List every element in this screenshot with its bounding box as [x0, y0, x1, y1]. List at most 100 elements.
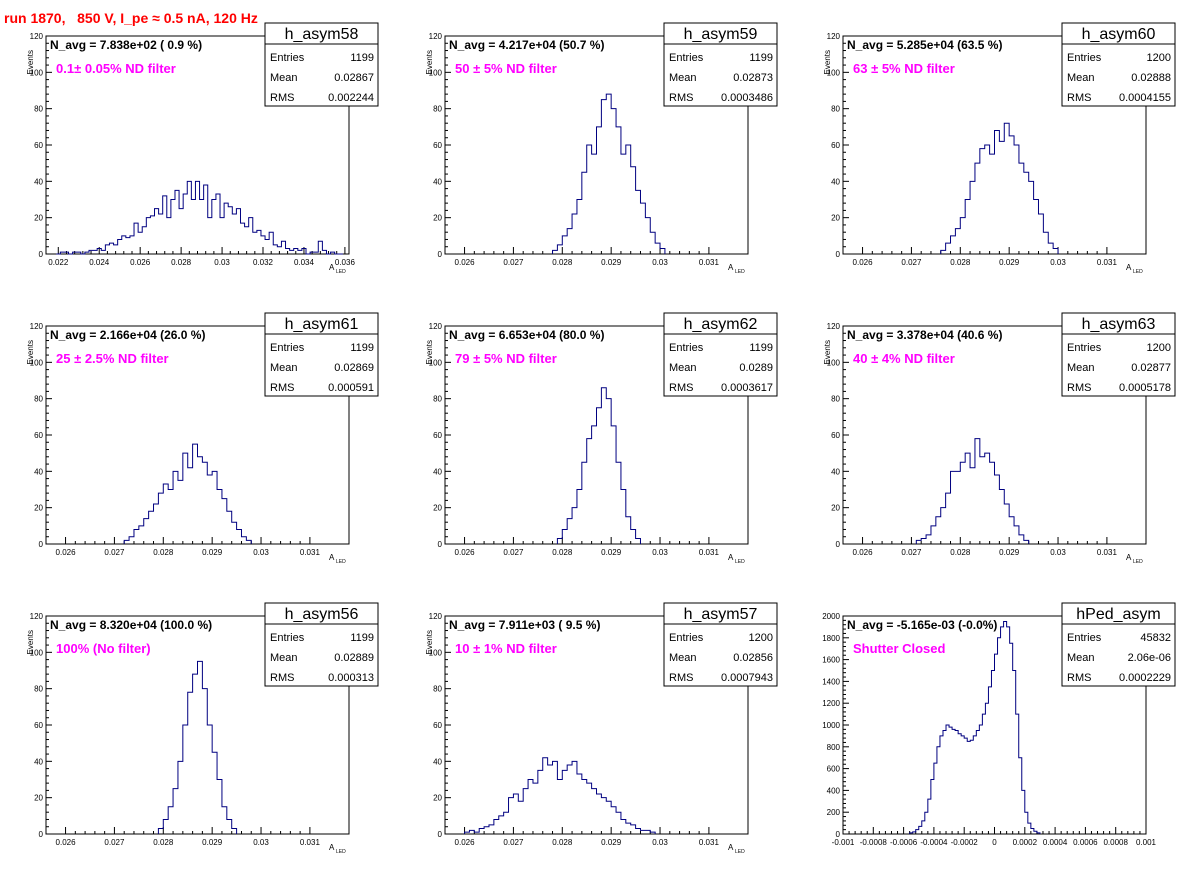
- x-tick-label: 0.028: [552, 258, 573, 267]
- y-tick-label: 80: [433, 105, 442, 114]
- y-tick-label: 120: [429, 32, 443, 41]
- x-tick-label: 0.029: [999, 258, 1020, 267]
- x-tick-label: 0.0002: [1013, 838, 1038, 847]
- y-tick-label: 1800: [822, 634, 840, 643]
- stats-key: RMS: [669, 92, 693, 104]
- x-tick-label: 0.029: [202, 838, 223, 847]
- y-tick-label: 80: [831, 395, 840, 404]
- stats-key: Entries: [1067, 342, 1102, 354]
- stats-value: 1199: [350, 632, 374, 644]
- y-axis-label: Events: [823, 340, 832, 364]
- y-tick-label: 0: [438, 540, 443, 549]
- x-tick-label: 0.029: [601, 838, 622, 847]
- x-tick-label: 0.024: [89, 258, 110, 267]
- stats-value: 1199: [749, 52, 773, 64]
- navg-label: N_avg = 2.166e+04 (26.0 %): [50, 328, 205, 342]
- x-tick-label: 0.0004: [1043, 838, 1068, 847]
- y-tick-label: 1000: [822, 721, 840, 730]
- x-tick-label: 0.031: [699, 548, 720, 557]
- filter-label: 50 ± 5% ND filter: [455, 61, 557, 76]
- y-tick-label: 60: [34, 431, 43, 440]
- stats-key: Mean: [1067, 72, 1095, 84]
- y-tick-label: 60: [831, 431, 840, 440]
- filter-label: 40 ± 4% ND filter: [853, 351, 955, 366]
- y-tick-label: 40: [34, 757, 43, 766]
- stats-key: Entries: [1067, 632, 1102, 644]
- stats-value: 0.02869: [334, 362, 374, 374]
- y-tick-label: 1200: [822, 699, 840, 708]
- stats-value: 0.02867: [334, 72, 374, 84]
- y-tick-label: 120: [827, 322, 841, 331]
- x-tick-label: 0.028: [153, 548, 174, 557]
- filter-label: 25 ± 2.5% ND filter: [56, 351, 169, 366]
- y-tick-label: 40: [831, 467, 840, 476]
- x-tick-label: 0.026: [455, 838, 476, 847]
- y-tick-label: 20: [34, 794, 43, 803]
- x-axis-label: A: [1126, 263, 1132, 272]
- y-tick-label: 0: [39, 830, 44, 839]
- y-axis-label: Events: [425, 340, 434, 364]
- x-tick-label: 0.026: [56, 838, 77, 847]
- y-tick-label: 20: [433, 504, 442, 513]
- histogram-panel-h_asym59: 0 20 40 60 80 100 120 0.026 0.027 0.028 0.029 0.03 0…: [425, 22, 778, 275]
- x-axis-label: A: [728, 553, 734, 562]
- stats-key: Entries: [270, 52, 305, 64]
- y-tick-label: 120: [827, 32, 841, 41]
- y-tick-label: 0: [836, 250, 841, 259]
- stats-value: 0.0002229: [1119, 672, 1171, 684]
- y-axis-label: Events: [425, 630, 434, 654]
- x-axis-label: A: [728, 263, 734, 272]
- stats-key: RMS: [1067, 672, 1091, 684]
- stats-value: 0.002244: [328, 92, 374, 104]
- x-axis-label-subscript: LED: [336, 269, 346, 275]
- x-tick-label: 0.027: [503, 258, 524, 267]
- y-tick-label: 40: [34, 467, 43, 476]
- stats-value: 1200: [1147, 342, 1171, 354]
- histogram-panel-h_asym61: 0 20 40 60 80 100 120 0.026 0.027 0.028 0.029 0.03 0…: [26, 312, 379, 565]
- y-tick-label: 80: [34, 395, 43, 404]
- stats-value: 0.0289: [739, 362, 773, 374]
- x-tick-label: 0.031: [1097, 258, 1118, 267]
- y-axis-label: Events: [26, 50, 35, 74]
- histogram-panel-h_asym62: 0 20 40 60 80 100 120 0.026 0.027 0.028 0.029 0.03 0…: [425, 312, 778, 565]
- y-tick-label: 0: [438, 830, 443, 839]
- y-tick-label: 0: [438, 250, 443, 259]
- x-axis-label: A: [329, 843, 335, 852]
- y-tick-label: 60: [34, 721, 43, 730]
- y-tick-label: 0: [836, 540, 841, 549]
- stats-box: [663, 22, 778, 107]
- y-tick-label: 20: [831, 504, 840, 513]
- stats-key: Mean: [1067, 652, 1095, 664]
- x-tick-label: 0.034: [294, 258, 315, 267]
- y-tick-label: 40: [433, 177, 442, 186]
- histogram-line: [940, 122, 1059, 254]
- navg-label: N_avg = 8.320e+04 (100.0 %): [50, 618, 212, 632]
- y-tick-label: 20: [433, 794, 442, 803]
- y-tick-label: 60: [433, 431, 442, 440]
- x-tick-label: 0.03: [214, 258, 230, 267]
- stats-value: 0.0003617: [721, 382, 773, 394]
- stats-key: Mean: [270, 652, 298, 664]
- x-tick-label: 0.03: [253, 838, 269, 847]
- y-tick-label: 100: [429, 358, 443, 367]
- stats-key: RMS: [1067, 382, 1091, 394]
- stats-box: [663, 312, 778, 397]
- stats-value: 2.06e-06: [1128, 652, 1171, 664]
- x-tick-label: 0.029: [202, 548, 223, 557]
- x-axis-label: A: [1126, 553, 1132, 562]
- y-tick-label: 60: [433, 721, 442, 730]
- x-axis-label-subscript: LED: [1133, 559, 1143, 565]
- y-tick-label: 20: [433, 214, 442, 223]
- x-tick-label: 0.028: [153, 838, 174, 847]
- y-tick-label: 80: [34, 685, 43, 694]
- x-tick-label: 0.029: [601, 258, 622, 267]
- y-tick-label: 80: [433, 395, 442, 404]
- stats-value: 45832: [1140, 632, 1171, 644]
- stats-box: [1061, 22, 1176, 107]
- histogram-line: [556, 387, 641, 544]
- y-tick-label: 40: [433, 467, 442, 476]
- x-axis-label-subscript: LED: [735, 269, 745, 275]
- y-tick-label: 40: [433, 757, 442, 766]
- y-axis-label: Events: [823, 50, 832, 74]
- histogram-line: [123, 443, 252, 544]
